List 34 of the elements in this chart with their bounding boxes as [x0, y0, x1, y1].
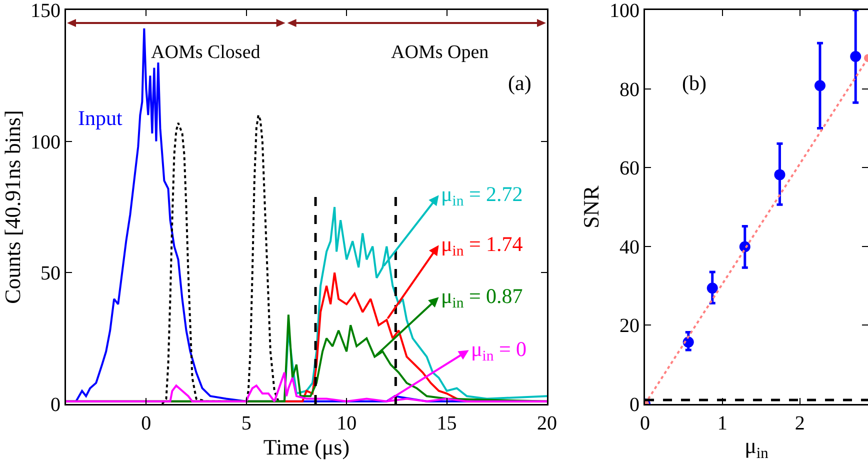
y-tick-label: 0 [630, 394, 640, 416]
x-tick-label: 1 [717, 412, 728, 434]
point [706, 282, 718, 294]
x-tick-label: 5 [241, 412, 252, 434]
y-tick-label: 100 [30, 131, 60, 154]
y-tick-label: 40 [620, 236, 640, 258]
y-tick-label: 0 [50, 394, 60, 416]
annotation: (b) [682, 71, 706, 95]
x-tick-label: 15 [436, 412, 457, 434]
x-axis-title: μ$_{in}$ [744, 433, 769, 462]
x-axis-title: Time (μs) [263, 434, 350, 460]
series-label: Input [78, 106, 122, 130]
point [850, 50, 862, 62]
x-tick-label: 2 [794, 412, 805, 434]
legend-label: μ$_{in}$ = 2.72 [441, 182, 523, 210]
annotation: AOMs Closed [151, 42, 261, 63]
point [814, 80, 826, 92]
x-tick-label: 20 [537, 412, 557, 434]
x-tick-label: 0 [141, 412, 152, 434]
y-tick-label: 20 [620, 315, 640, 338]
y-axis-title: Counts [40.91ns bins] [0, 110, 25, 304]
y-tick-label: 100 [610, 0, 640, 22]
y-tick-label: 60 [620, 158, 640, 180]
annotation: AOMs Open [391, 42, 490, 63]
y-axis-title: SNR [578, 185, 604, 228]
legend-label: μ$_{in}$ = 0 [471, 337, 527, 364]
x-tick-label: 10 [336, 412, 357, 434]
annotation: (a) [508, 71, 532, 95]
y-tick-label: 80 [620, 78, 640, 101]
y-tick-label: 150 [30, 0, 60, 22]
legend-label: μ$_{in}$ = 0.87 [441, 284, 523, 312]
y-tick-label: 50 [40, 262, 60, 285]
point [774, 169, 786, 180]
legend-label: μ$_{in}$ = 1.74 [441, 232, 524, 260]
